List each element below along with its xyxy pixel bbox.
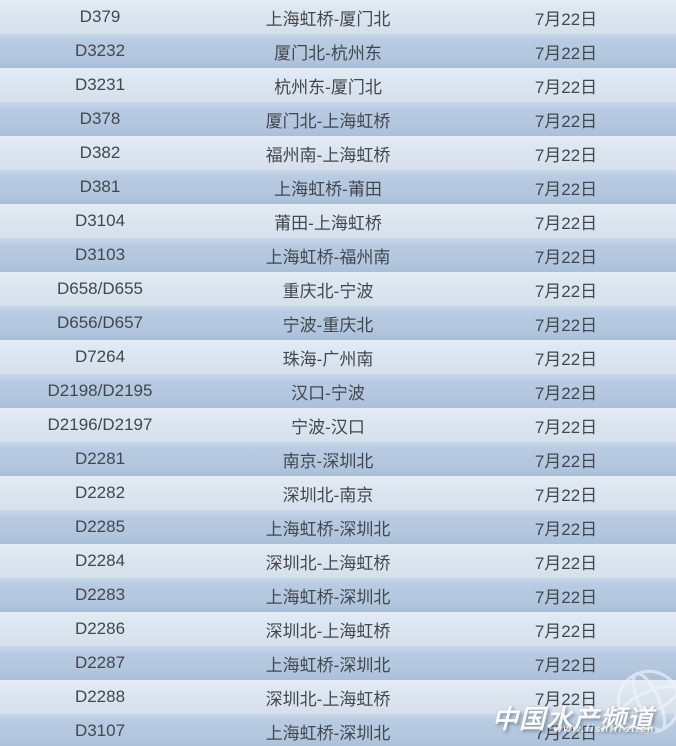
train-number-cell: D2282 [74, 483, 126, 502]
suspension-date-cell: 7月22日 [534, 519, 598, 539]
train-route-cell: 宁波-重庆北 [282, 315, 374, 335]
train-route-cell: 厦门北-上海虹桥 [265, 111, 391, 131]
suspension-date-cell: 7月22日 [534, 417, 598, 437]
train-number-cell: D381 [79, 177, 121, 196]
suspension-date-cell: 7月22日 [534, 315, 598, 335]
train-route-cell: 上海虹桥-厦门北 [265, 9, 391, 29]
table-row: D378 厦门北-上海虹桥 7月22日 [0, 102, 676, 136]
suspension-date-cell: 7月22日 [534, 43, 598, 63]
table-row: D3232 厦门北-杭州东 7月22日 [0, 34, 676, 68]
train-route-cell: 上海虹桥-深圳北 [265, 587, 391, 607]
suspension-date-cell: 7月22日 [534, 349, 598, 369]
train-route-cell: 珠海-广州南 [282, 349, 374, 369]
suspension-date-cell: 7月22日 [534, 485, 598, 505]
suspension-date-cell: 7月22日 [534, 213, 598, 233]
train-number-cell: D2281 [74, 449, 126, 468]
table-row: D2288 深圳北-上海虹桥 7月22日 [0, 680, 676, 714]
train-route-cell: 上海虹桥-深圳北 [265, 655, 391, 675]
train-route-cell: 重庆北-宁波 [282, 281, 374, 301]
table-row: D656/D657 宁波-重庆北 7月22日 [0, 306, 676, 340]
train-route-cell: 上海虹桥-深圳北 [265, 723, 391, 743]
table-row: D658/D655 重庆北-宁波 7月22日 [0, 272, 676, 306]
train-route-cell: 莆田-上海虹桥 [274, 213, 382, 233]
table-row: D2198/D2195 汉口-宁波 7月22日 [0, 374, 676, 408]
train-route-cell: 南京-深圳北 [282, 451, 374, 471]
train-route-cell: 杭州东-厦门北 [274, 77, 382, 97]
train-number-cell: D379 [79, 7, 121, 26]
train-number-cell: D2284 [74, 551, 126, 570]
suspension-date-cell: 7月22日 [534, 111, 598, 131]
suspension-date-cell: 7月22日 [534, 655, 598, 675]
train-number-cell: D378 [79, 109, 121, 128]
suspension-date-cell: 7月22日 [534, 383, 598, 403]
table-row: D2284 深圳北-上海虹桥 7月22日 [0, 544, 676, 578]
train-number-cell: D7264 [74, 347, 126, 366]
train-number-cell: D3232 [74, 41, 126, 60]
table-row: D3231 杭州东-厦门北 7月22日 [0, 68, 676, 102]
table-row: D2285 上海虹桥-深圳北 7月22日 [0, 510, 676, 544]
train-number-cell: D3231 [74, 75, 126, 94]
train-route-cell: 深圳北-上海虹桥 [265, 621, 391, 641]
suspension-date-cell: 7月22日 [534, 77, 598, 97]
train-route-cell: 汉口-宁波 [291, 383, 365, 403]
suspension-date-cell: 7月22日 [534, 179, 598, 199]
suspension-date-cell: 7月22日 [534, 587, 598, 607]
train-number-cell: D2287 [74, 653, 126, 672]
table-row: D7264 珠海-广州南 7月22日 [0, 340, 676, 374]
table-row: D382 福州南-上海虹桥 7月22日 [0, 136, 676, 170]
table-row: D2287 上海虹桥-深圳北 7月22日 [0, 646, 676, 680]
train-route-cell: 厦门北-杭州东 [274, 43, 382, 63]
train-number-cell: D658/D655 [56, 279, 143, 298]
suspension-date-cell: 7月22日 [534, 553, 598, 573]
train-number-cell: D2283 [74, 585, 126, 604]
table-row: D2282 深圳北-南京 7月22日 [0, 476, 676, 510]
suspension-date-cell: 7月22日 [534, 451, 598, 471]
train-number-cell: D656/D657 [56, 313, 143, 332]
train-number-cell: D2285 [74, 517, 126, 536]
train-number-cell: D382 [79, 143, 121, 162]
train-number-cell: D2198/D2195 [47, 381, 153, 400]
suspension-date-cell: 7月22日 [534, 247, 598, 267]
train-route-cell: 福州南-上海虹桥 [265, 145, 391, 165]
suspension-date-cell: 7月22日 [534, 145, 598, 165]
table-row: D3107 上海虹桥-深圳北 7月22日 [0, 714, 676, 746]
train-number-cell: D3104 [74, 211, 126, 230]
train-route-cell: 宁波-汉口 [291, 417, 365, 437]
table-row: D2196/D2197 宁波-汉口 7月22日 [0, 408, 676, 442]
table-row: D3103 上海虹桥-福州南 7月22日 [0, 238, 676, 272]
table-row: D2281 南京-深圳北 7月22日 [0, 442, 676, 476]
suspension-date-cell: 7月22日 [534, 621, 598, 641]
table-row: D381 上海虹桥-莆田 7月22日 [0, 170, 676, 204]
suspension-date-cell: 7月22日 [534, 689, 598, 709]
suspension-date-cell: 7月22日 [534, 9, 598, 29]
train-number-cell: D2288 [74, 687, 126, 706]
table-row: D379 上海虹桥-厦门北 7月22日 [0, 0, 676, 34]
suspension-date-cell: 7月22日 [534, 723, 598, 743]
train-number-cell: D3103 [74, 245, 126, 264]
table-row: D2286 深圳北-上海虹桥 7月22日 [0, 612, 676, 646]
train-number-cell: D2286 [74, 619, 126, 638]
train-route-cell: 上海虹桥-莆田 [274, 179, 382, 199]
suspension-date-cell: 7月22日 [534, 281, 598, 301]
train-route-cell: 深圳北-上海虹桥 [265, 553, 391, 573]
train-route-cell: 深圳北-南京 [282, 485, 374, 505]
train-route-cell: 上海虹桥-深圳北 [265, 519, 391, 539]
train-number-cell: D2196/D2197 [47, 415, 153, 434]
train-number-cell: D3107 [74, 721, 126, 740]
table-row: D2283 上海虹桥-深圳北 7月22日 [0, 578, 676, 612]
watermark-url: www.fishfirst.cn [554, 724, 655, 735]
train-route-cell: 深圳北-上海虹桥 [265, 689, 391, 709]
train-route-cell: 上海虹桥-福州南 [265, 247, 391, 267]
table-row: D3104 莆田-上海虹桥 7月22日 [0, 204, 676, 238]
